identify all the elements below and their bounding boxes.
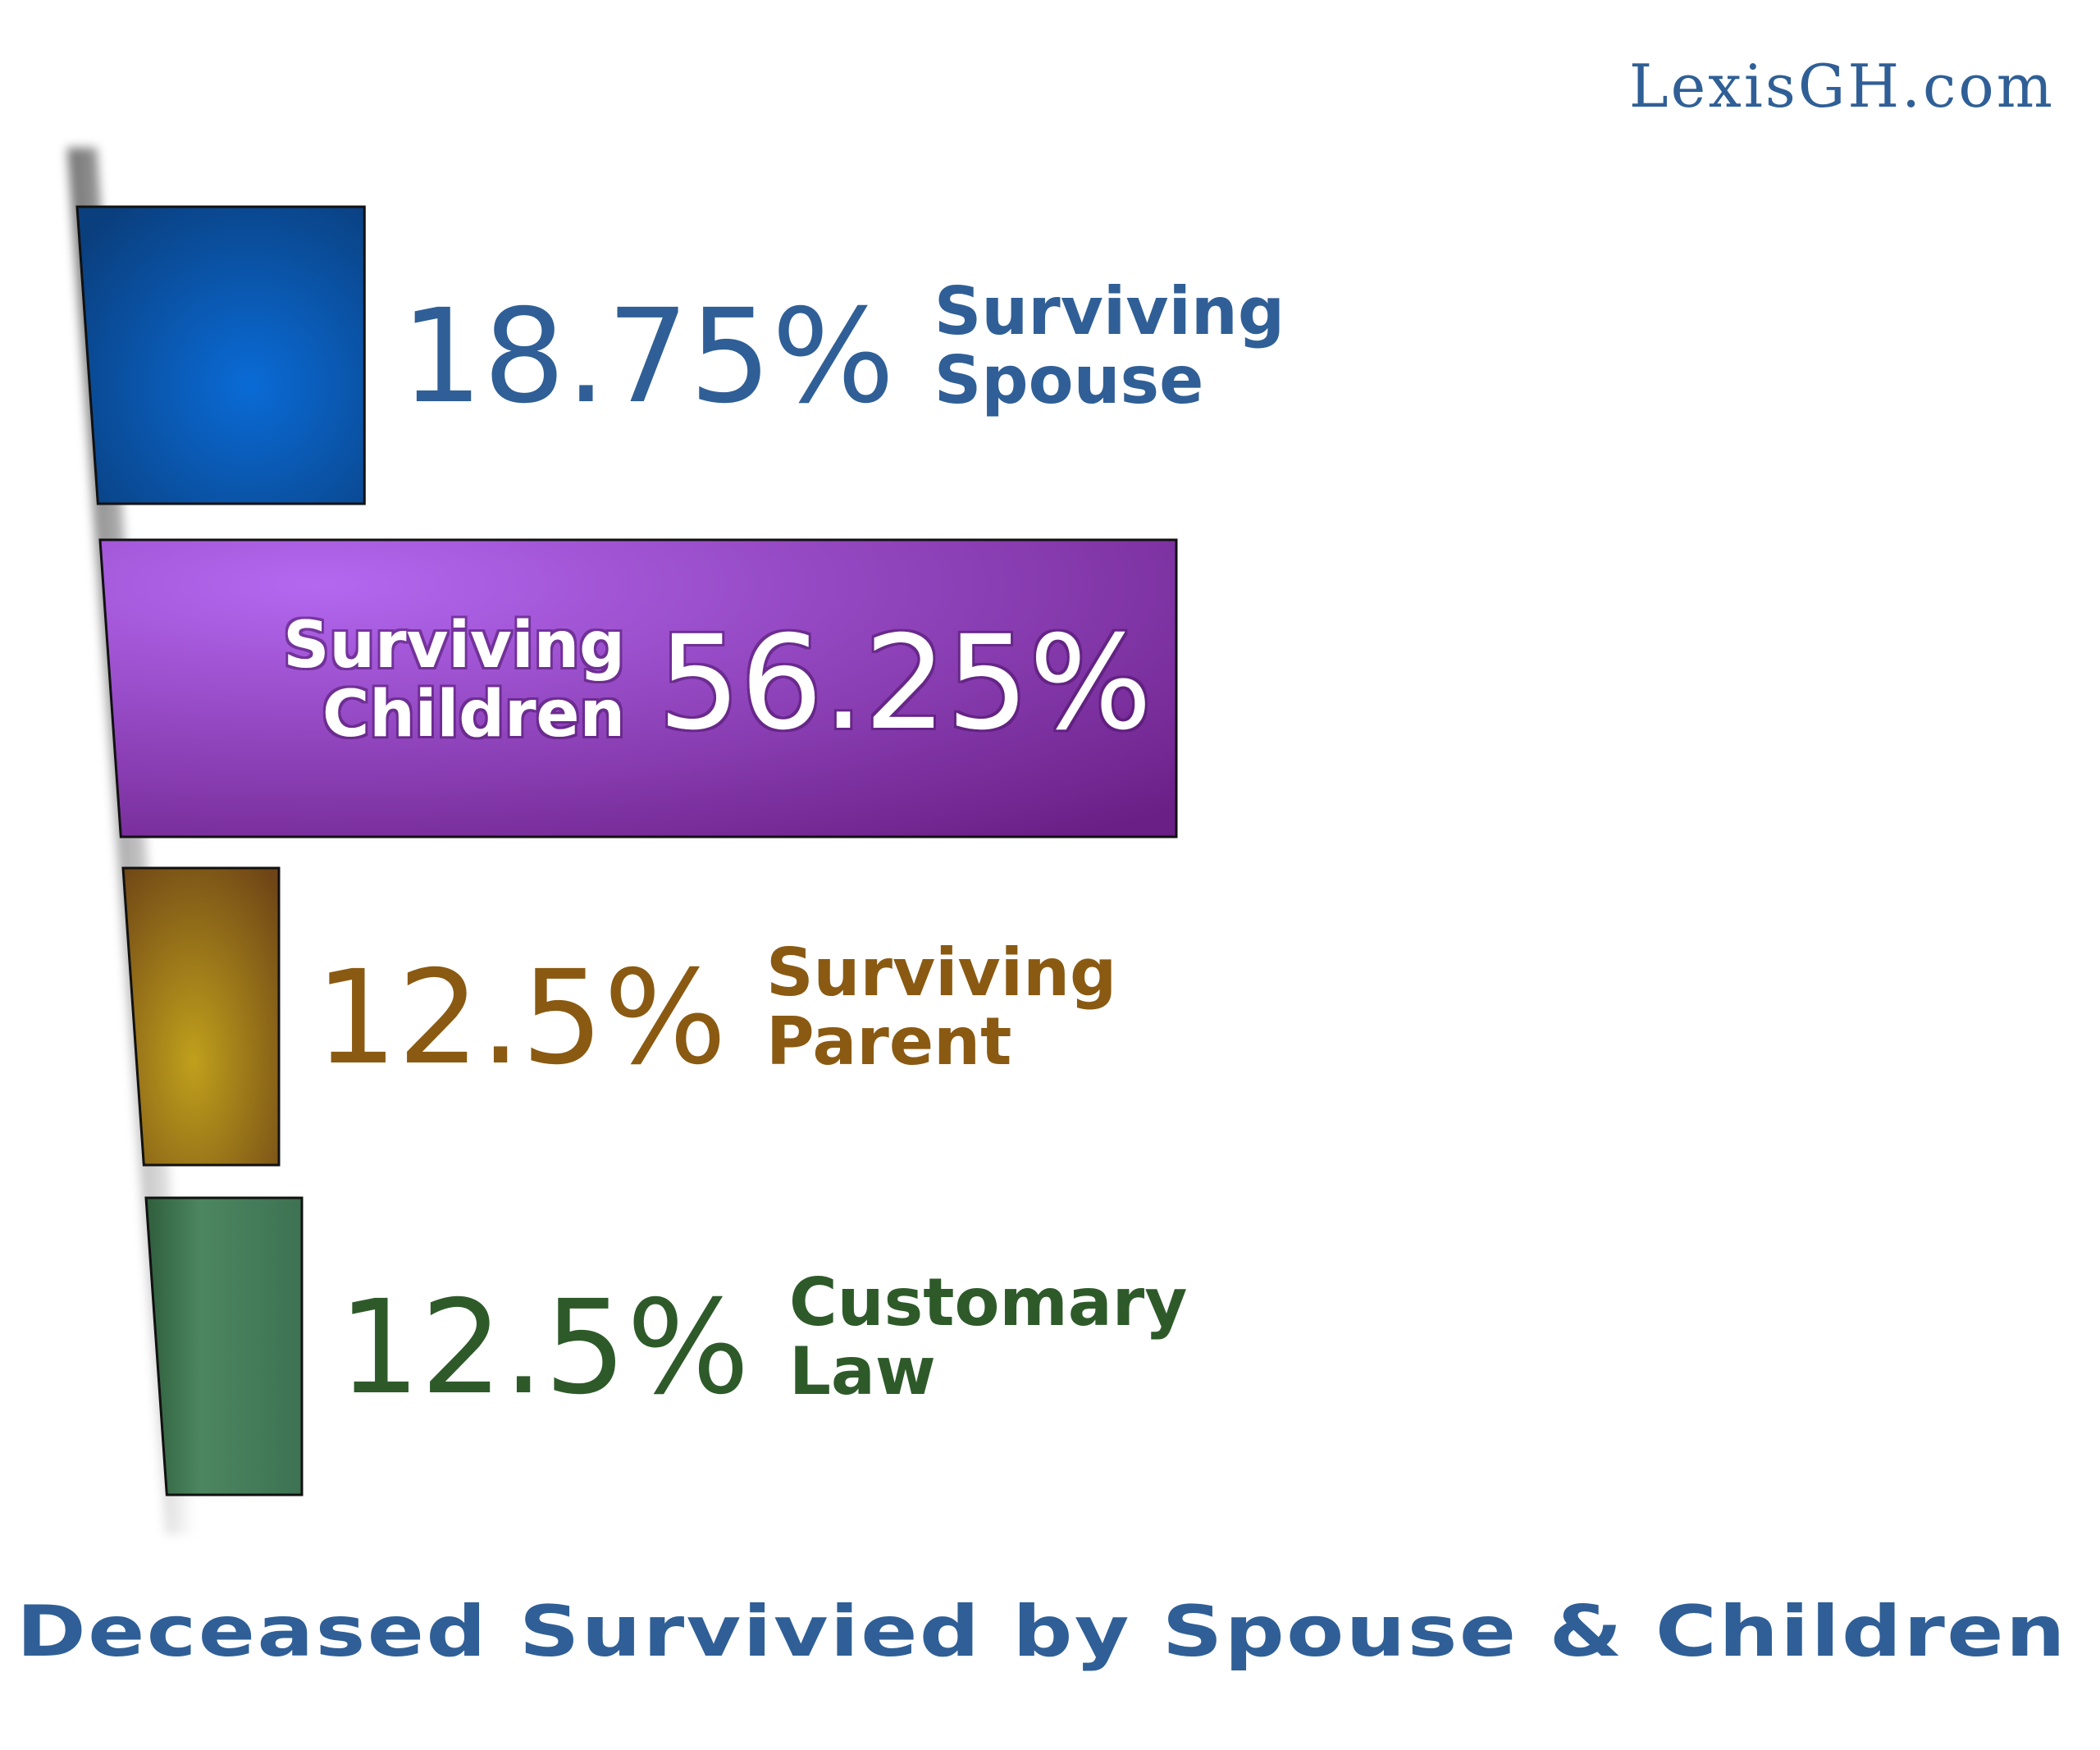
- watermark: LexisGH.com: [1629, 52, 2055, 121]
- value-label-surviving-parent: 12.5%: [315, 943, 727, 1094]
- category-label-line: Surviving: [283, 609, 625, 683]
- bar-group-surviving-parent: 12.5% Surviving Parent: [121, 866, 1116, 1167]
- value-label-surviving-children: 56.25%: [658, 608, 1152, 759]
- chart-title: Deceased Survivied by Spouse & Children: [16, 1591, 2067, 1673]
- category-label-line: Spouse: [934, 342, 1204, 418]
- value-label-customary-law: 12.5%: [338, 1273, 750, 1423]
- category-label-line: Parent: [766, 1003, 1011, 1080]
- category-label-line: Law: [789, 1333, 936, 1410]
- category-label-surviving-parent: Surviving Parent: [766, 934, 1116, 1080]
- bar-group-surviving-spouse: 18.75% Surviving Spouse: [75, 205, 1285, 505]
- bar-surviving-parent: [121, 866, 281, 1167]
- category-label-line: Customary: [789, 1264, 1187, 1341]
- bar-surviving-children: [98, 538, 1178, 838]
- category-label-surviving-children: Surviving Children: [283, 609, 625, 752]
- bar-surviving-spouse: [75, 205, 366, 505]
- bar-group-surviving-children: Surviving Children 56.25%: [98, 538, 1178, 838]
- bar-group-customary-law: 12.5% Customary Law: [144, 1196, 1187, 1496]
- category-label-line: Surviving: [766, 934, 1116, 1011]
- value-label-surviving-spouse: 18.75%: [400, 281, 894, 432]
- category-label-customary-law: Customary Law: [789, 1264, 1187, 1410]
- category-label-line: Children: [322, 678, 625, 752]
- category-label-line: Surviving: [934, 273, 1285, 350]
- bar-customary-law: [144, 1196, 304, 1496]
- category-label-surviving-spouse: Surviving Spouse: [934, 273, 1285, 418]
